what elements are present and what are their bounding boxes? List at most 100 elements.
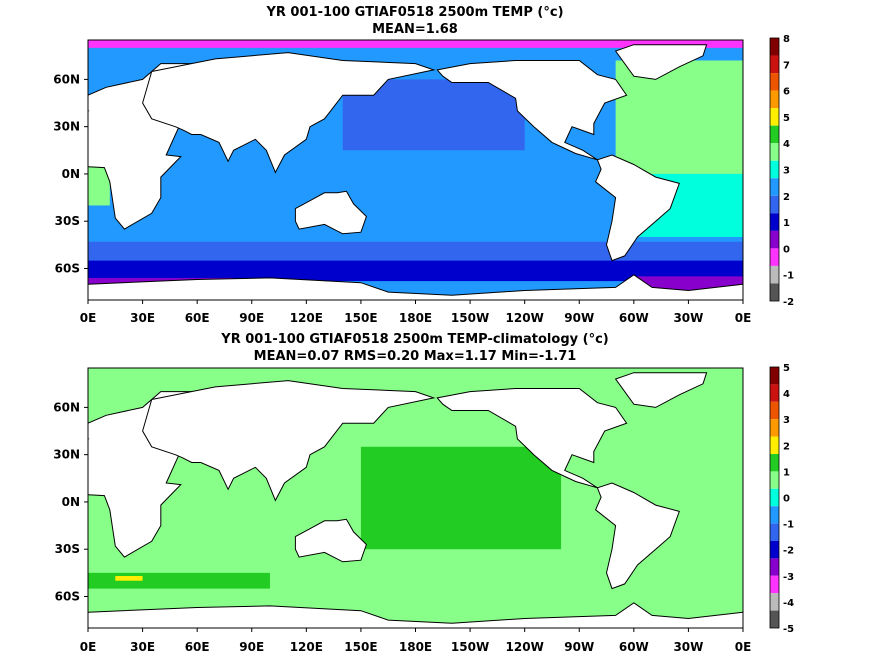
- colorbar-segment: [770, 108, 779, 126]
- land-greenland: [614, 44, 708, 80]
- x-tick-label: 0E: [80, 640, 97, 654]
- land-australia: [294, 518, 367, 563]
- land-australia: [294, 190, 367, 235]
- y-tick-label: 0N: [62, 495, 80, 509]
- x-tick-label: 30W: [673, 640, 703, 654]
- y-tick-label: 60S: [55, 261, 80, 275]
- x-tick-label: 0E: [80, 311, 97, 325]
- land-antarctica: [88, 602, 743, 628]
- colorbar-label: -3: [783, 572, 794, 583]
- colorbar-segment: [770, 384, 779, 402]
- panel-temperature: YR 001-100 GTIAF0518 2500m TEMP (°c) MEAN…: [53, 5, 794, 325]
- chart-title: YR 001-100 GTIAF0518 2500m TEMP-climatol…: [220, 332, 608, 347]
- y-tick-label: 30N: [53, 448, 80, 462]
- x-tick-label: 0E: [735, 640, 752, 654]
- colorbar-segment: [770, 55, 779, 74]
- colorbar-label: 0: [783, 494, 790, 505]
- land-north-america: [436, 388, 628, 489]
- x-tick-label: 120E: [290, 311, 323, 325]
- colorbar-segment: [770, 471, 779, 489]
- x-tick-label: 150E: [344, 311, 377, 325]
- x-tick-label: 30W: [673, 311, 703, 325]
- y-tick-label: 60N: [53, 400, 80, 414]
- colorbar-segment: [770, 367, 779, 385]
- colorbar-label: 6: [783, 87, 790, 98]
- land-asia: [142, 52, 436, 174]
- x-tick-label: 180E: [399, 311, 432, 325]
- chart-subtitle: MEAN=0.07 RMS=0.20 Max=1.17 Min=-1.71: [254, 349, 577, 364]
- colorbar-label: 2: [783, 441, 790, 452]
- x-tick-label: 120W: [506, 640, 544, 654]
- colorbar-label: -4: [783, 598, 794, 609]
- colorbar-label: 7: [783, 60, 790, 71]
- land-south-america: [594, 482, 680, 590]
- x-tick-label: 150E: [344, 640, 377, 654]
- x-tick-label: 60E: [185, 311, 210, 325]
- colorbar-segment: [770, 593, 779, 611]
- colorbar-label: -2: [783, 546, 794, 557]
- colorbar-segment: [770, 90, 779, 109]
- x-tick-label: 90E: [239, 311, 264, 325]
- field-region-southern-band-2: [88, 260, 743, 282]
- colorbar-label: 2: [783, 192, 790, 203]
- x-tick-label: 120W: [506, 311, 544, 325]
- colorbar-segment: [770, 401, 779, 420]
- x-tick-label: 150W: [451, 640, 489, 654]
- x-tick-label: 60W: [619, 311, 649, 325]
- colorbar-segment: [770, 436, 779, 454]
- x-tick-label: 60E: [185, 640, 210, 654]
- colorbar-label: 4: [783, 389, 790, 400]
- x-tick-label: 30E: [130, 640, 155, 654]
- y-tick-label: 60S: [55, 589, 80, 603]
- field-region-pacific-anomaly: [360, 446, 562, 550]
- land-asia: [142, 380, 436, 502]
- y-tick-label: 30S: [55, 542, 80, 556]
- x-tick-label: 120E: [290, 640, 323, 654]
- map-area: [88, 368, 743, 628]
- field-region-yellow-spot: [115, 576, 143, 581]
- colorbar-segment: [770, 454, 779, 472]
- x-tick-label: 90W: [564, 640, 594, 654]
- field-region-arctic: [88, 40, 743, 48]
- colorbar-segment: [770, 488, 779, 507]
- colorbar-label: 1: [783, 467, 790, 478]
- x-tick-label: 90W: [564, 311, 594, 325]
- colorbar-segment: [770, 541, 779, 559]
- land-antarctica: [88, 274, 743, 300]
- chart-subtitle: MEAN=1.68: [372, 22, 458, 37]
- x-tick-label: 0E: [735, 311, 752, 325]
- map-area: [88, 40, 743, 300]
- colorbar-segment: [770, 610, 779, 628]
- x-tick-label: 60W: [619, 640, 649, 654]
- chart-title: YR 001-100 GTIAF0518 2500m TEMP (°c): [265, 5, 563, 20]
- colorbar-label: 5: [783, 113, 790, 124]
- colorbar-segment: [770, 283, 779, 301]
- colorbar-segment: [770, 213, 779, 231]
- colorbar-segment: [770, 230, 779, 249]
- colorbar-segment: [770, 558, 779, 576]
- colorbar-segment: [770, 143, 779, 161]
- colorbar-label: 0: [783, 244, 790, 255]
- colorbar-segment: [770, 73, 779, 91]
- x-tick-label: 90E: [239, 640, 264, 654]
- colorbar-segment: [770, 178, 779, 196]
- colorbar-label: 3: [783, 166, 790, 177]
- y-tick-label: 30S: [55, 214, 80, 228]
- colorbar-label: 3: [783, 415, 790, 426]
- colorbar-label: 1: [783, 218, 790, 229]
- colorbar-segment: [770, 38, 779, 56]
- colorbar-label: -2: [783, 297, 794, 308]
- colorbar-segment: [770, 160, 779, 179]
- x-tick-label: 150W: [451, 311, 489, 325]
- land-north-america: [436, 60, 628, 161]
- colorbar-label: 5: [783, 363, 790, 374]
- colorbar-segment: [770, 419, 779, 437]
- colorbar-label: -1: [783, 271, 794, 282]
- colorbar-segment: [770, 523, 779, 541]
- colorbar-label: -5: [783, 624, 794, 635]
- colorbar-label: 8: [783, 34, 790, 45]
- colorbar-label: 4: [783, 139, 790, 150]
- land-south-america: [594, 154, 680, 262]
- colorbar-segment: [770, 195, 779, 214]
- colorbar-frame: [769, 366, 780, 629]
